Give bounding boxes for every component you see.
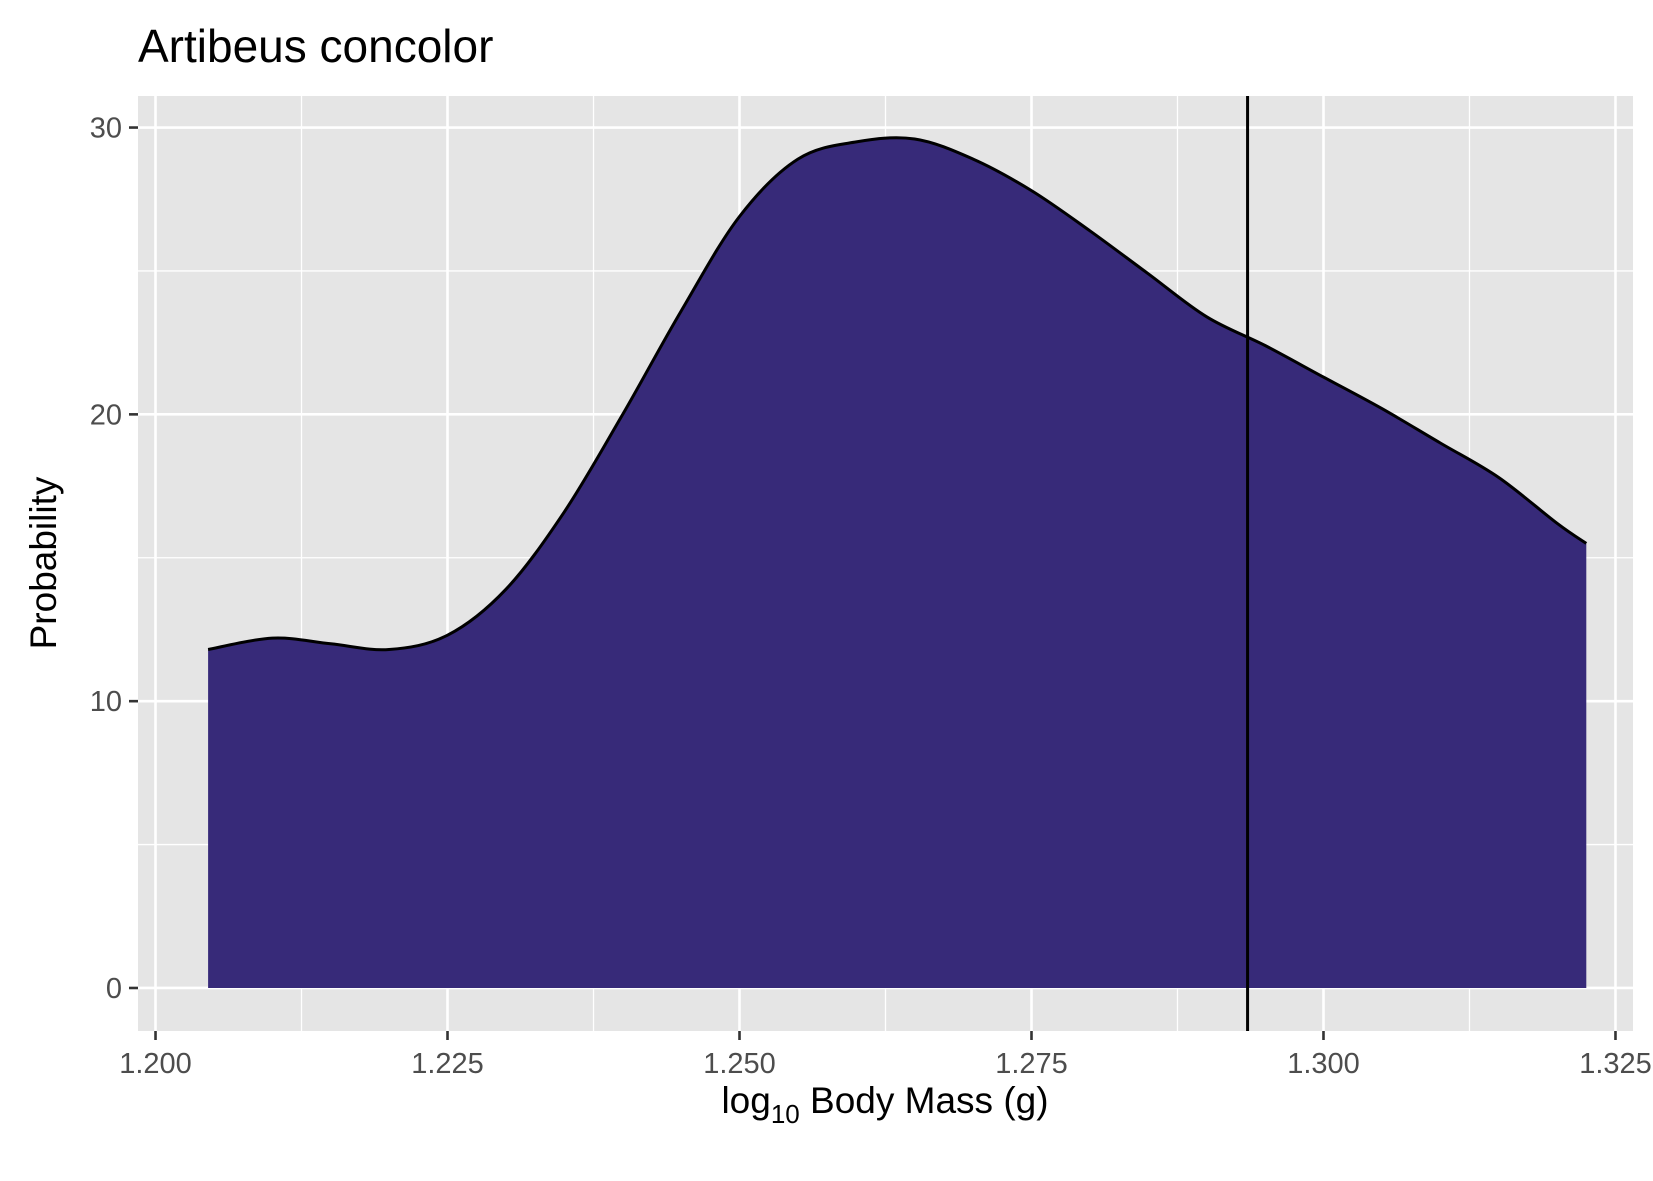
y-tick-label: 0: [106, 973, 122, 1005]
density-curve: [207, 136, 1588, 652]
x-axis-title-subscript: 10: [771, 1099, 800, 1129]
chart-title: Artibeus concolor: [138, 20, 493, 72]
x-tick-label: 1.275: [995, 1048, 1068, 1080]
y-axis: 0 10 20 30: [90, 113, 138, 1005]
x-tick-label: 1.250: [703, 1048, 776, 1080]
y-tick-label: 30: [90, 113, 122, 145]
x-tick-label: 1.225: [411, 1048, 484, 1080]
x-axis-title-suffix: Body Mass (g): [800, 1080, 1049, 1121]
y-tick-label: 10: [90, 686, 122, 718]
x-tick-label: 1.325: [1579, 1048, 1652, 1080]
x-tick-label: 1.300: [1287, 1048, 1360, 1080]
x-axis-title: log10 Body Mass (g): [721, 1080, 1048, 1129]
x-axis-title-prefix: log: [721, 1080, 770, 1121]
y-axis-title: Probability: [23, 476, 64, 649]
y-tick-label: 20: [90, 399, 122, 431]
density-area: [208, 137, 1587, 988]
x-axis: 1.200 1.225 1.250 1.275 1.300 1.325: [119, 1031, 1652, 1080]
x-tick-label: 1.200: [119, 1048, 192, 1080]
